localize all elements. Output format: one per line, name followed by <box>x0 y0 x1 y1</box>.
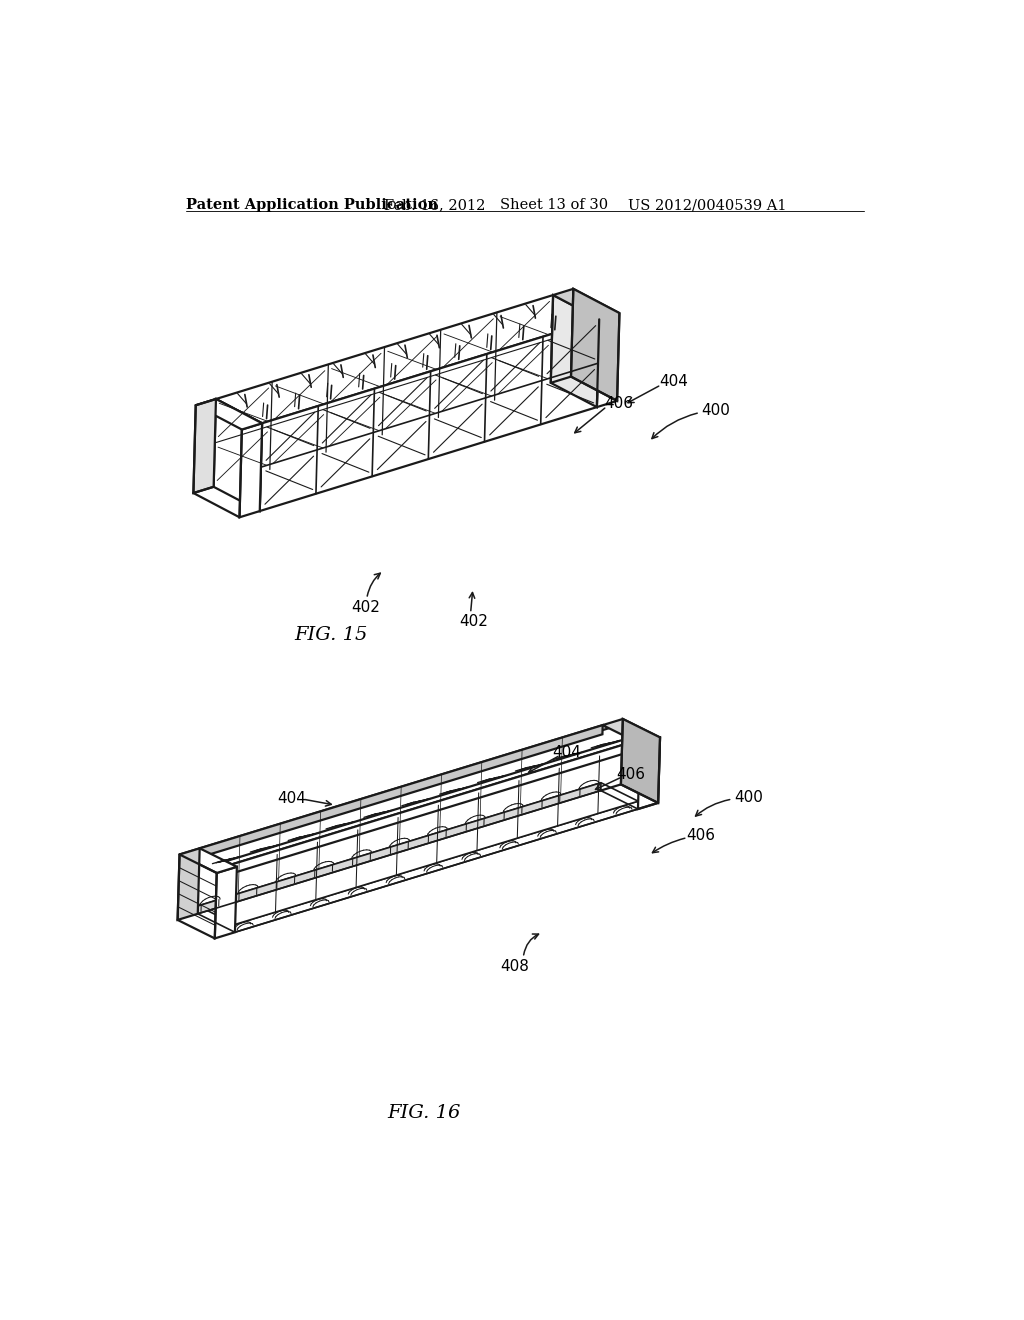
Text: 400: 400 <box>734 789 763 805</box>
Polygon shape <box>200 725 603 858</box>
Polygon shape <box>260 319 599 511</box>
Text: 404: 404 <box>276 792 306 807</box>
Polygon shape <box>553 289 620 319</box>
Text: 402: 402 <box>460 614 488 630</box>
Text: Sheet 13 of 30: Sheet 13 of 30 <box>500 198 608 213</box>
Polygon shape <box>198 783 638 924</box>
Polygon shape <box>225 738 635 865</box>
Text: 400: 400 <box>701 404 730 418</box>
Polygon shape <box>551 296 599 407</box>
Polygon shape <box>198 783 601 913</box>
Polygon shape <box>196 399 262 429</box>
Text: 404: 404 <box>553 744 582 760</box>
Text: 402: 402 <box>351 599 380 615</box>
Polygon shape <box>200 725 609 851</box>
Text: US 2012/0040539 A1: US 2012/0040539 A1 <box>628 198 786 213</box>
Polygon shape <box>179 849 237 873</box>
Text: FIG. 15: FIG. 15 <box>295 626 368 644</box>
Polygon shape <box>571 289 620 401</box>
Polygon shape <box>234 801 638 932</box>
Polygon shape <box>621 719 660 803</box>
Polygon shape <box>177 849 200 920</box>
Text: 406: 406 <box>604 396 633 411</box>
Polygon shape <box>215 867 237 939</box>
Text: 408: 408 <box>500 960 528 974</box>
Text: 406: 406 <box>686 829 715 843</box>
Text: FIG. 16: FIG. 16 <box>388 1104 461 1122</box>
Polygon shape <box>214 399 262 511</box>
Polygon shape <box>231 741 635 874</box>
Polygon shape <box>240 424 262 517</box>
Text: Feb. 16, 2012: Feb. 16, 2012 <box>384 198 485 213</box>
Polygon shape <box>638 738 660 809</box>
Polygon shape <box>603 719 660 743</box>
Text: 406: 406 <box>616 767 645 781</box>
Text: Patent Application Publication: Patent Application Publication <box>186 198 438 213</box>
Polygon shape <box>194 399 216 494</box>
Polygon shape <box>216 296 599 424</box>
Text: 404: 404 <box>659 374 688 389</box>
